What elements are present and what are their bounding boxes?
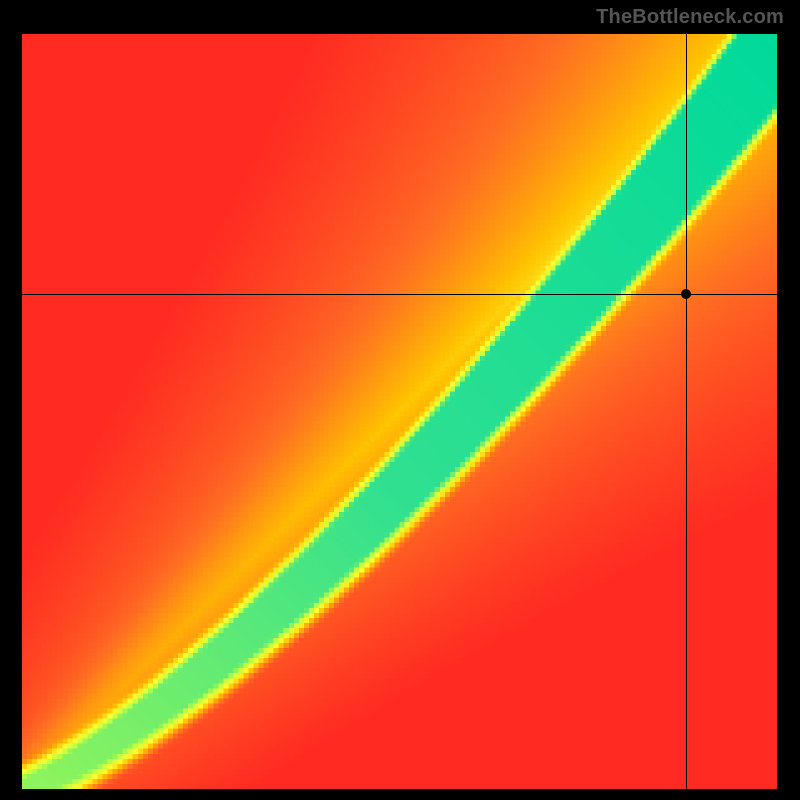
crosshair-vertical-line [686, 34, 687, 789]
heatmap-plot-area [22, 34, 777, 789]
crosshair-horizontal-line [22, 294, 777, 295]
heatmap-canvas [22, 34, 777, 789]
crosshair-marker-dot [681, 289, 691, 299]
figure-root: TheBottleneck.com [0, 0, 800, 800]
watermark-text: TheBottleneck.com [596, 6, 784, 29]
